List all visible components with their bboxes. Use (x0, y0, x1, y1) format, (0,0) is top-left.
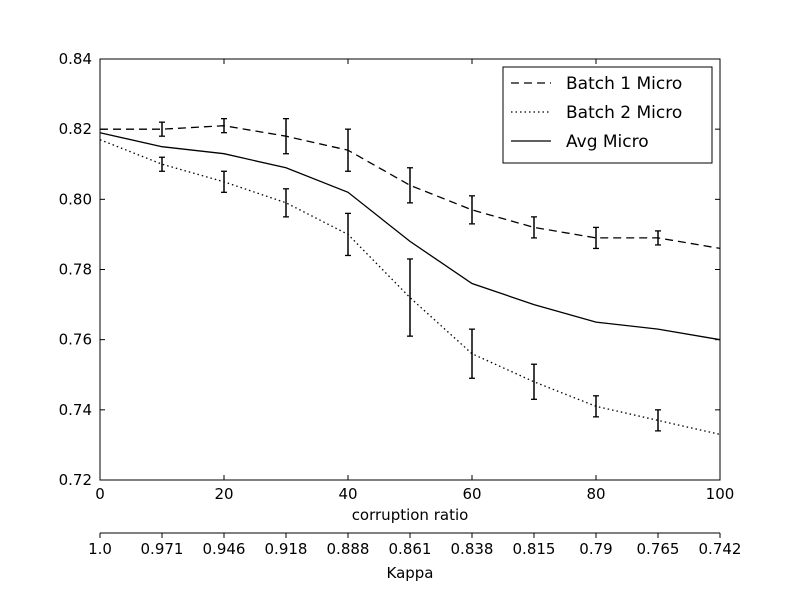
legend-label-1: Batch 1 Micro (566, 74, 682, 94)
y-tick-label: 0.76 (59, 331, 92, 349)
x2-tick-label: 0.861 (389, 540, 432, 558)
x-tick-label: 40 (338, 485, 357, 503)
x-tick-label: 20 (214, 485, 233, 503)
y-tick-label: 0.84 (59, 50, 92, 68)
x-tick-label: 80 (586, 485, 605, 503)
y-tick-label: 0.80 (59, 190, 92, 208)
x-axis-label: corruption ratio (352, 506, 469, 524)
legend-label-2: Batch 2 Micro (566, 103, 682, 123)
x2-tick-label: 0.918 (265, 540, 308, 558)
legend-label-3: Avg Micro (566, 132, 649, 152)
x-tick-label: 100 (706, 485, 735, 503)
x2-tick-label: 0.742 (699, 540, 742, 558)
series-line-3 (99, 132, 721, 341)
y-tick-label: 0.78 (59, 261, 92, 279)
x2-tick-label: 0.765 (637, 540, 680, 558)
x2-tick-label: 0.79 (579, 540, 612, 558)
y-tick-label: 0.72 (59, 471, 92, 489)
x2-axis-label: Kappa (387, 564, 434, 582)
x-tick-label: 60 (462, 485, 481, 503)
x2-tick-label: 0.946 (203, 540, 246, 558)
x2-tick-label: 0.971 (141, 540, 184, 558)
x-tick-label: 0 (95, 485, 105, 503)
x2-tick-label: 0.838 (451, 540, 494, 558)
x2-tick-label: 0.888 (327, 540, 370, 558)
series-line-1 (100, 125, 721, 250)
y-tick-label: 0.82 (59, 120, 92, 138)
series-line-2 (99, 139, 721, 436)
x2-tick-label: 0.815 (513, 540, 556, 558)
x2-tick-label: 1.0 (88, 540, 112, 558)
y-tick-label: 0.74 (59, 401, 92, 419)
